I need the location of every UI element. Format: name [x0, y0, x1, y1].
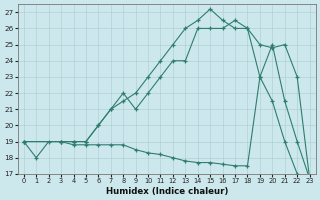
X-axis label: Humidex (Indice chaleur): Humidex (Indice chaleur)	[106, 187, 228, 196]
